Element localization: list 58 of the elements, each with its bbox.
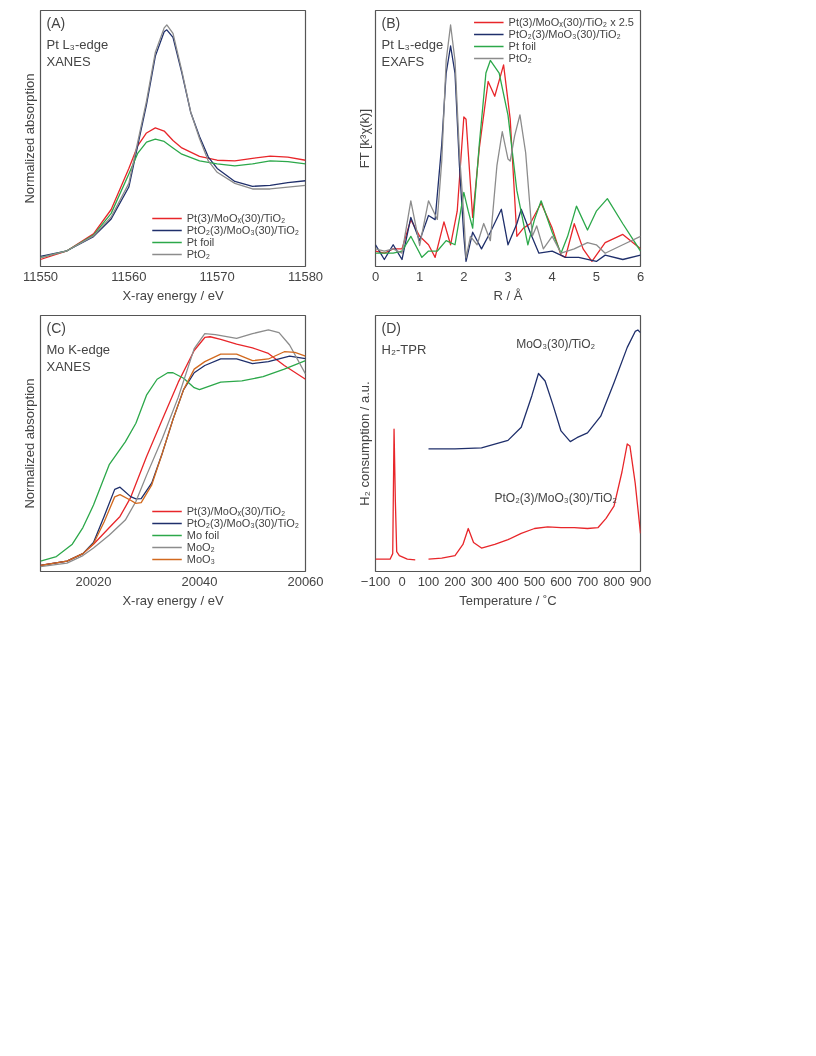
x-tick-label: 0 bbox=[398, 573, 406, 589]
legend-label: Pt foil bbox=[186, 236, 215, 248]
x-tick-label: 20060 bbox=[287, 573, 324, 589]
x-tick-label: 11570 bbox=[199, 268, 235, 284]
annotation: XANES bbox=[46, 53, 91, 69]
legend-label: PtO₂(3)/MoO₃(30)/TiO₂ bbox=[186, 517, 299, 529]
chart-title: (A) bbox=[46, 14, 66, 31]
x-axis-title: Temperature / ˚C bbox=[459, 592, 557, 608]
annotation: XANES bbox=[46, 358, 91, 374]
x-tick-label: 900 bbox=[629, 573, 652, 589]
legend-label: Pt(3)/MoOₓ(30)/TiO₂ bbox=[186, 212, 286, 224]
x-tick-label: 300 bbox=[470, 573, 493, 589]
legend-label: PtO₂(3)/MoO₃(30)/TiO₂ bbox=[186, 224, 299, 236]
x-tick-label: 500 bbox=[523, 573, 546, 589]
y-axis-title: Normalized absorption bbox=[21, 378, 37, 509]
x-tick-label: 200 bbox=[444, 573, 466, 589]
y-axis-title: FT [k³χ(k)] bbox=[356, 108, 372, 169]
x-tick-label: 6 bbox=[636, 268, 645, 284]
x-tick-label: 11580 bbox=[287, 268, 324, 284]
x-axis-title: X-ray energy / eV bbox=[122, 287, 224, 303]
y-axis-title: Normalized absorption bbox=[21, 73, 37, 204]
x-tick-label: 100 bbox=[417, 573, 440, 589]
x-tick-label: 5 bbox=[592, 268, 600, 284]
legend-label: MoO₃ bbox=[186, 553, 216, 565]
legend-label: PtO₂ bbox=[186, 248, 210, 260]
x-tick-label: 700 bbox=[576, 573, 599, 589]
legend-label: Pt(3)/MoOₓ(30)/TiO₂ bbox=[186, 505, 286, 517]
annotation: Mo K-edge bbox=[46, 341, 111, 357]
x-tick-label: 3 bbox=[504, 268, 512, 284]
x-axis-title: X-ray energy / eV bbox=[122, 592, 224, 608]
chart-title: (D) bbox=[381, 319, 401, 336]
x-tick-label: 600 bbox=[550, 573, 572, 589]
legend-label: Pt(3)/MoOₓ(30)/TiO₂ x 2.5 bbox=[508, 16, 634, 28]
legend-label: PtO₂ bbox=[508, 52, 532, 64]
x-tick-label: 2 bbox=[460, 268, 468, 284]
legend-label: PtO₂(3)/MoO₃(30)/TiO₂ bbox=[508, 28, 621, 40]
annotation: H₂-TPR bbox=[381, 341, 427, 357]
x-tick-label: 11560 bbox=[111, 268, 147, 284]
x-tick-label: 20040 bbox=[181, 573, 218, 589]
x-tick-label: 0 bbox=[371, 268, 380, 284]
y-axis-title: H₂ consumption / a.u. bbox=[356, 381, 372, 506]
x-tick-label: 11550 bbox=[22, 268, 59, 284]
x-tick-label: 20020 bbox=[75, 573, 112, 589]
legend-label: Mo foil bbox=[186, 529, 220, 541]
x-tick-label: 4 bbox=[548, 268, 556, 284]
x-tick-label: 400 bbox=[497, 573, 519, 589]
legend-label: MoO₂ bbox=[186, 541, 215, 553]
annotation: EXAFS bbox=[381, 53, 425, 69]
legend-label: Pt foil bbox=[508, 40, 537, 52]
chart-title: (B) bbox=[381, 14, 401, 31]
annotation: Pt L₃-edge bbox=[46, 36, 109, 52]
chart-title: (C) bbox=[46, 319, 66, 336]
text: MoO₃(30)/TiO₂ bbox=[516, 337, 596, 352]
x-tick-label: 800 bbox=[603, 573, 625, 589]
x-tick-label: −100 bbox=[360, 573, 391, 589]
annotation: Pt L₃-edge bbox=[381, 36, 444, 52]
x-axis-title: R / Å bbox=[493, 287, 523, 303]
x-tick-label: 1 bbox=[416, 268, 424, 284]
